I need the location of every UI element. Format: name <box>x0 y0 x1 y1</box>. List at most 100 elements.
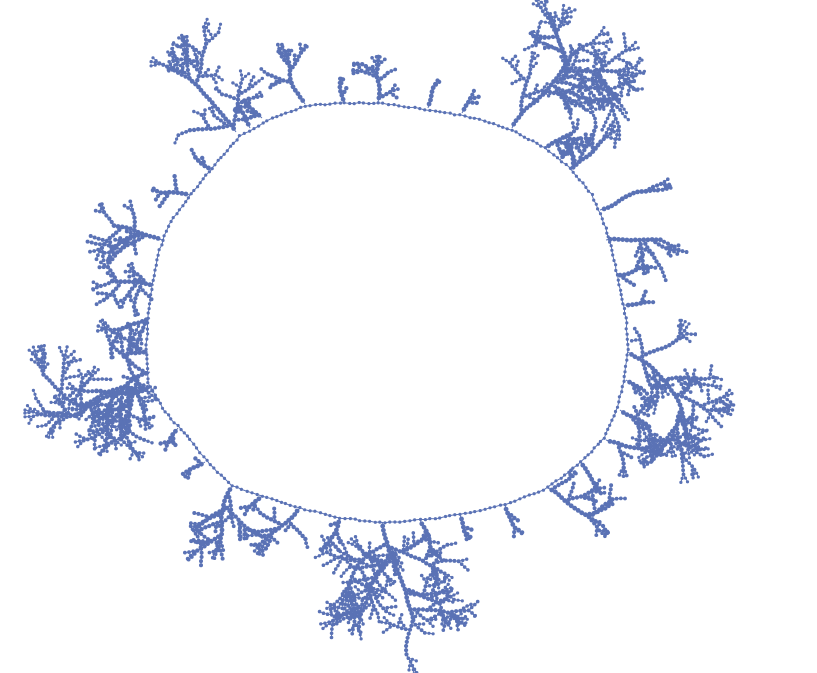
graph-node <box>161 62 166 67</box>
graph-node <box>294 108 298 112</box>
graph-node <box>185 67 190 73</box>
graph-node <box>281 78 286 83</box>
graph-node <box>577 178 581 182</box>
graph-node <box>219 156 223 160</box>
graph-node <box>237 134 241 138</box>
graph-node <box>195 63 200 68</box>
graph-node <box>195 78 200 83</box>
graph-node <box>145 362 149 366</box>
graph-node <box>301 47 306 52</box>
graph-node <box>622 311 627 316</box>
graph-node <box>275 115 279 119</box>
graph-node <box>397 104 401 108</box>
graph-node <box>166 50 170 54</box>
graph-node <box>610 248 614 252</box>
graph-node <box>296 54 302 59</box>
graph-node <box>342 101 346 105</box>
graph-node <box>145 357 149 361</box>
graph-node <box>146 377 150 381</box>
graph-node <box>235 138 239 142</box>
graph-node <box>238 69 243 73</box>
graph-node <box>605 231 609 235</box>
graph-node <box>210 36 215 41</box>
graph-node <box>532 492 536 496</box>
graph-node <box>617 400 621 404</box>
graph-node <box>204 94 210 99</box>
graph-node <box>165 64 170 69</box>
graph-node <box>175 212 179 216</box>
graph-node <box>215 116 220 121</box>
graph-node <box>503 503 507 507</box>
graph-node <box>584 185 588 189</box>
graph-node <box>413 105 417 109</box>
graph-node <box>458 512 462 516</box>
graph-node <box>367 102 371 106</box>
graph-node <box>492 122 496 126</box>
graph-node <box>239 487 243 491</box>
graph-node <box>203 41 209 46</box>
graph-node <box>179 428 183 432</box>
graph-node <box>239 81 243 85</box>
graph-node <box>323 512 327 517</box>
graph-node <box>318 102 322 106</box>
graph-node <box>224 93 229 98</box>
graph-node <box>413 518 417 522</box>
graph-node <box>177 208 181 212</box>
graph-node <box>185 35 189 39</box>
graph-node <box>284 52 289 57</box>
graph-node <box>251 75 256 79</box>
graph-node <box>581 181 585 185</box>
graph-node <box>181 48 186 52</box>
graph-node <box>625 358 629 362</box>
graph-node <box>314 103 318 107</box>
graph-node <box>192 109 196 114</box>
graph-node <box>188 437 192 441</box>
graph-node <box>169 219 173 224</box>
graph-node <box>163 410 167 414</box>
graph-node <box>204 173 208 177</box>
graph-node <box>185 43 189 47</box>
graph-node <box>216 30 221 35</box>
graph-node <box>303 43 308 48</box>
graph-node <box>625 321 629 325</box>
graph-node <box>160 243 164 247</box>
graph-node <box>358 519 362 523</box>
graph-node <box>473 510 477 514</box>
graph-node <box>226 119 232 125</box>
graph-node <box>147 302 152 306</box>
graph-node <box>233 113 238 119</box>
graph-node <box>155 258 159 262</box>
graph-node <box>255 95 260 100</box>
graph-node <box>265 119 269 123</box>
graph-node <box>248 129 252 133</box>
graph-node <box>546 485 550 489</box>
graph-node <box>378 520 382 524</box>
graph-node <box>209 32 213 37</box>
graph-node <box>202 112 207 116</box>
graph-node <box>625 337 629 341</box>
graph-node <box>212 126 218 131</box>
graph-node <box>488 506 492 510</box>
graph-node <box>242 131 246 135</box>
graph-node <box>195 67 199 72</box>
graph-node <box>245 489 249 493</box>
graph-node <box>154 263 158 267</box>
graph-node <box>287 60 292 65</box>
graph-node <box>487 121 491 125</box>
graph-node <box>158 401 162 405</box>
graph-node <box>276 49 281 54</box>
graph-node <box>212 113 217 118</box>
graph-node <box>156 253 160 257</box>
graph-node <box>246 86 251 91</box>
graph-node <box>614 268 618 273</box>
graph-node <box>368 519 372 523</box>
graph-node <box>626 342 630 347</box>
graph-node <box>287 72 293 78</box>
graph-node <box>153 393 157 397</box>
graph-node <box>235 485 239 489</box>
graph-node <box>212 77 216 81</box>
graph-node <box>238 85 243 90</box>
graph-node <box>270 116 275 120</box>
graph-node <box>205 458 209 462</box>
graph-node <box>200 127 205 132</box>
